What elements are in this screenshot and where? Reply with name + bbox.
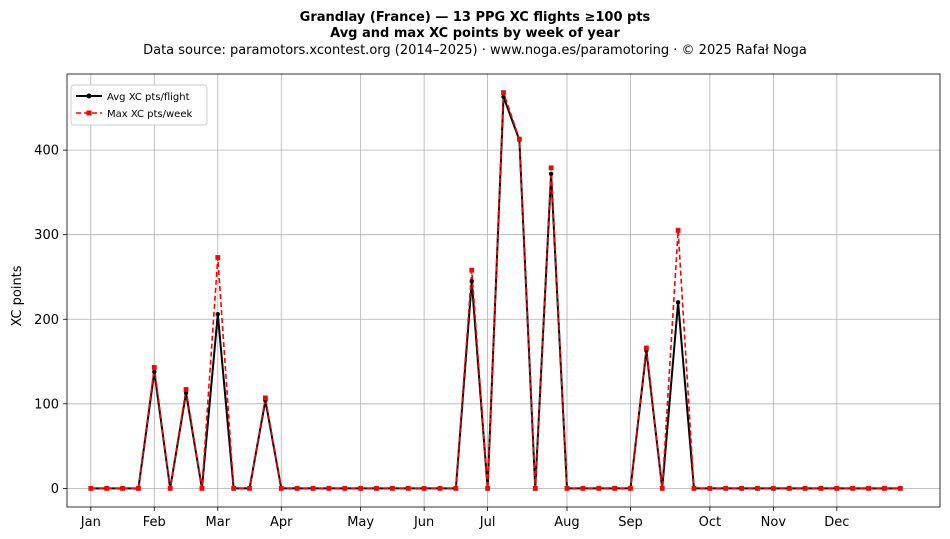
data-point-max [469,267,475,273]
x-tick-label: Sep [618,515,643,530]
x-tick-label: Mar [206,515,231,530]
data-point-max [358,485,364,491]
y-tick-label: 400 [34,144,59,159]
data-point-max [850,485,856,491]
x-tick-label: Jun [413,515,434,530]
y-tick-label: 100 [34,397,59,412]
data-point-max [564,485,570,491]
data-point-max [501,90,506,96]
data-point-max [707,485,713,491]
data-point-max [786,485,792,491]
data-point-avg [548,171,554,176]
data-point-max [532,485,538,491]
data-point-avg [469,278,474,284]
data-point-max [326,485,332,491]
data-point-max [294,485,300,491]
y-axis-label: XC points [10,265,25,326]
x-tick-label: Dec [824,515,849,530]
data-point-max [834,485,840,491]
data-point-avg [215,311,220,317]
legend-box [70,84,208,126]
data-point-max [263,395,268,401]
x-tick-label: Feb [143,515,166,530]
chart-title-line2: Avg and max XC points by week of year [330,26,620,41]
data-point-max [374,485,379,491]
chart-title-line1: Grandlay (France) — 13 PPG XC flights ≥1… [300,10,651,25]
data-point-max [612,485,618,491]
data-point-max [882,485,887,491]
data-point-max [739,485,744,491]
data-point-max [278,485,284,491]
data-point-max [183,387,189,392]
data-point-max [136,485,141,491]
data-point-avg [675,300,681,305]
legend-label-max: Max XC pts/week [107,109,192,120]
y-tick-label: 0 [51,482,59,497]
data-point-max [516,136,522,142]
data-point-max [866,485,871,491]
x-tick-label: Aug [554,515,579,530]
grid-layer [67,74,940,507]
data-point-max [691,485,697,491]
data-point-max [88,485,94,491]
data-point-max [548,165,554,171]
data-point-max [596,485,602,491]
data-point-max [485,485,491,491]
series-line-max [90,91,901,490]
data-point-max [389,485,395,491]
data-point-max [675,228,681,233]
data-point-max [120,485,125,491]
data-point-avg [501,94,506,100]
data-point-max [643,345,649,351]
data-point-max [437,485,443,491]
plot-frame [66,73,941,508]
data-point-max [247,485,252,491]
data-point-max [897,485,903,491]
data-point-max [151,365,157,370]
data-point-max [405,485,411,491]
data-point-max [755,485,760,491]
data-point-max [199,485,205,491]
data-point-max [770,485,776,491]
x-tick-label: Jul [479,515,496,530]
x-tick-label: Oct [699,515,721,530]
x-tick-label: Apr [270,515,293,530]
legend-marker-max [86,110,92,116]
data-point-max [231,485,237,491]
x-tick-label: Jan [80,515,101,530]
data-point-max [421,485,427,491]
data-point-avg [152,369,157,374]
data-point-max [802,485,808,491]
x-tick-label: May [347,515,374,530]
series-layer [88,90,903,491]
legend: Avg XC pts/flight Max XC pts/week [70,84,208,126]
axes-layer: Jan Feb Mar Apr May Jun Jul Aug Sep Oct Nov Dec 0 100… [34,73,941,530]
data-point-max [342,485,348,491]
data-point-max [628,485,633,491]
y-tick-label: 300 [34,228,59,243]
legend-label-avg: Avg XC pts/flight [107,92,190,103]
data-point-max [580,485,586,491]
x-tick-label: Nov [761,515,787,530]
data-point-max [723,485,729,491]
data-point-max [104,485,110,491]
data-point-max [453,485,459,491]
legend-marker-avg [86,93,92,99]
data-point-max [167,485,173,491]
chart-subtitle: Data source: paramotors.xcontest.org (20… [143,43,807,58]
data-point-max [818,485,824,491]
data-point-max [659,485,665,491]
y-tick-label: 200 [34,313,59,328]
data-point-max [310,485,316,491]
data-point-max [215,255,221,260]
